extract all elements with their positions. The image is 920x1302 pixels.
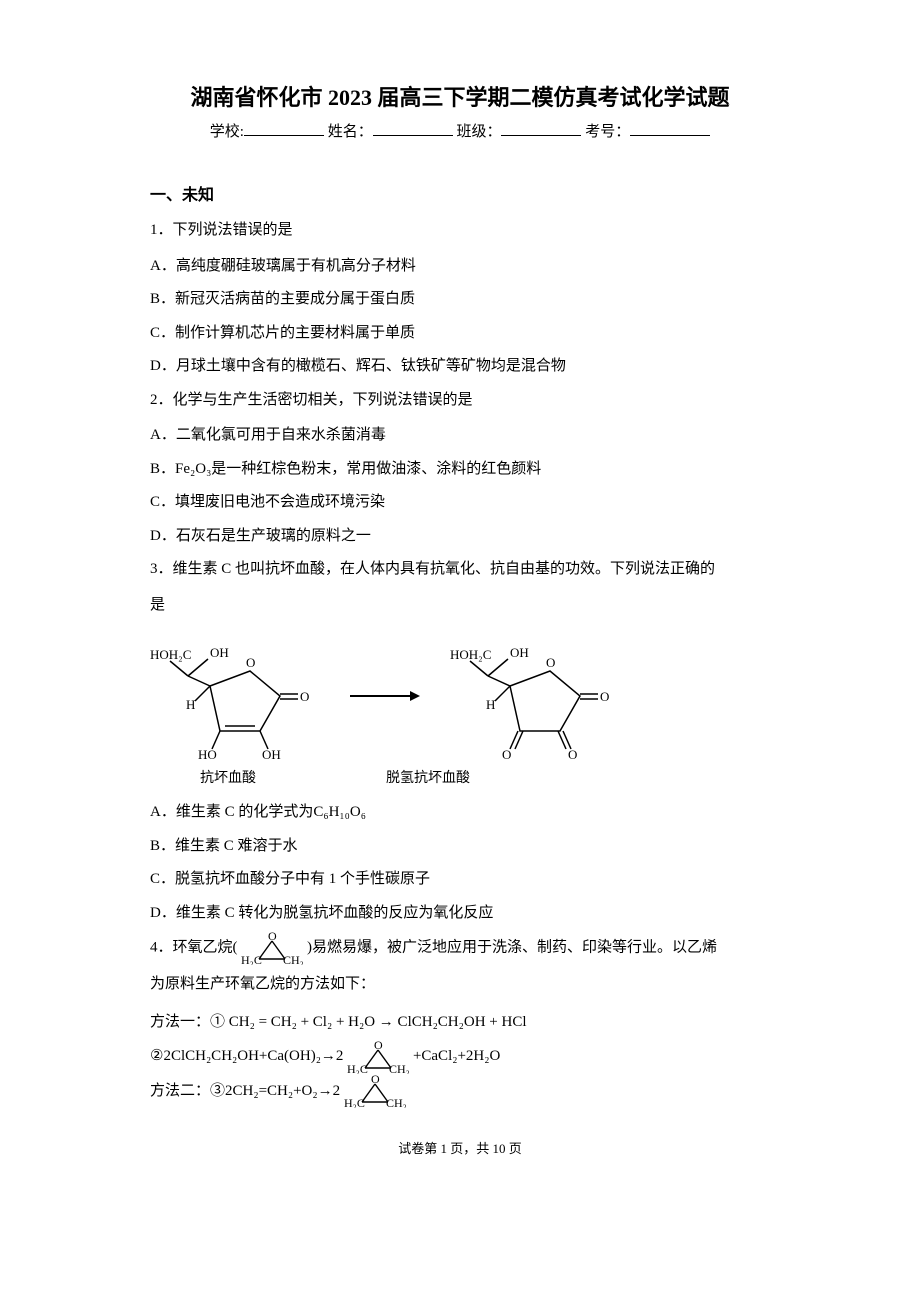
- section-heading: 一、未知: [150, 181, 770, 205]
- q3-opt-d: D．维生素 C 转化为脱氢抗坏血酸的反应为氧化反应: [150, 898, 770, 930]
- q3-opt-a: A．维生素 C 的化学式为C₆H₁₀O₆: [150, 797, 770, 829]
- ascorbic-acid-structure: HOH₂C OH H O O HO OH: [150, 631, 320, 761]
- q3-cap2: 脱氢抗坏血酸: [386, 767, 470, 787]
- blank-name: [373, 121, 453, 136]
- q4-m2-a: 方法二：③2CH₂=CH₂+O₂→2: [150, 1083, 340, 1099]
- reaction-arrow-icon: [350, 686, 420, 706]
- q3-cap1: 抗坏血酸: [200, 767, 256, 787]
- dehydroascorbic-acid-structure: HOH₂C OH H O O O O: [450, 631, 620, 761]
- svg-text:CH₂: CH₂: [386, 1096, 406, 1108]
- meta-school-label: 学校:: [210, 124, 244, 140]
- q1-opt-b: B．新冠灭活病苗的主要成分属于蛋白质: [150, 284, 770, 316]
- page-title: 湖南省怀化市 2023 届高三下学期二模仿真考试化学试题: [150, 80, 770, 112]
- svg-text:OH: OH: [262, 747, 281, 761]
- svg-text:H₂C: H₂C: [347, 1062, 368, 1074]
- svg-text:O: O: [546, 655, 555, 670]
- q2-opt-d: D．石灰石是生产玻璃的原料之一: [150, 521, 770, 553]
- svg-text:CH₂: CH₂: [389, 1062, 409, 1074]
- svg-text:H: H: [186, 697, 195, 712]
- ethylene-oxide-icon-3: O H₂C CH₂: [344, 1074, 406, 1108]
- blank-school: [244, 121, 324, 136]
- q3-captions: 抗坏血酸 脱氢抗坏血酸: [200, 767, 770, 787]
- q3-opt-b: B．维生素 C 难溶于水: [150, 831, 770, 863]
- q4-m1b-b: +CaCl₂+2H₂O: [413, 1048, 500, 1064]
- q4-m1b-a: ②2ClCH₂CH₂OH+Ca(OH)₂→2: [150, 1048, 343, 1064]
- q2-opt-a: A．二氧化氯可用于自来水杀菌消毒: [150, 420, 770, 452]
- svg-text:OH: OH: [210, 645, 229, 660]
- svg-text:O: O: [371, 1074, 380, 1086]
- svg-text:H₂C: H₂C: [241, 953, 262, 965]
- svg-text:CH₂: CH₂: [283, 953, 303, 965]
- q3-stem: 3．维生素 C 也叫抗坏血酸，在人体内具有抗氧化、抗自由基的功效。下列说法正确的: [150, 554, 770, 586]
- blank-id: [630, 121, 710, 136]
- q2-stem: 2．化学与生产生活密切相关，下列说法错误的是: [150, 385, 770, 417]
- svg-text:O: O: [502, 747, 511, 761]
- ethylene-oxide-icon-2: O H₂C CH₂: [347, 1040, 409, 1074]
- meta-line: 学校: 姓名： 班级： 考号：: [150, 120, 770, 141]
- q4-method1-line2: ②2ClCH₂CH₂OH+Ca(OH)₂→2 O H₂C CH₂ +CaCl₂+…: [150, 1039, 770, 1074]
- svg-text:O: O: [300, 689, 309, 704]
- q1-opt-d: D．月球土壤中含有的橄榄石、辉石、钛铁矿等矿物均是混合物: [150, 351, 770, 383]
- q3-opt-c: C．脱氢抗坏血酸分子中有 1 个手性碳原子: [150, 864, 770, 896]
- svg-text:H₂C: H₂C: [344, 1096, 365, 1108]
- svg-text:O: O: [568, 747, 577, 761]
- q3-structures: HOH₂C OH H O O HO OH: [150, 631, 770, 761]
- q2-opt-c: C．填埋废旧电池不会造成环境污染: [150, 487, 770, 519]
- q4-method2: 方法二：③2CH₂=CH₂+O₂→2 O H₂C CH₂: [150, 1074, 770, 1109]
- meta-name-label: 姓名：: [328, 124, 373, 140]
- svg-text:O: O: [268, 931, 277, 943]
- q4-method1-line1: 方法一：① CH₂ = CH₂ + Cl₂ + H₂O → ClCH₂CH₂OH…: [150, 1005, 770, 1040]
- meta-class-label: 班级：: [456, 124, 501, 140]
- q4-stem-a: 4．环氧乙烷(: [150, 939, 238, 955]
- svg-text:OH: OH: [510, 645, 529, 660]
- ethylene-oxide-icon: O H₂C CH₂: [241, 931, 303, 965]
- svg-text:H: H: [486, 697, 495, 712]
- svg-text:O: O: [246, 655, 255, 670]
- page-footer: 试卷第 1 页，共 10 页: [150, 1138, 770, 1157]
- svg-text:O: O: [374, 1040, 383, 1052]
- q4-stem: 4．环氧乙烷( O H₂C CH₂ )易燃易爆，被广泛地应用于洗涤、制药、印染等…: [150, 931, 770, 965]
- svg-text:HOH₂C: HOH₂C: [150, 647, 191, 662]
- q4-stem-c: 为原料生产环氧乙烷的方法如下：: [150, 969, 770, 1001]
- q1-opt-a: A．高纯度硼硅玻璃属于有机高分子材料: [150, 251, 770, 283]
- meta-id-label: 考号：: [585, 124, 630, 140]
- q4-stem-b: )易燃易爆，被广泛地应用于洗涤、制药、印染等行业。以乙烯: [307, 939, 717, 955]
- q1-stem: 1．下列说法错误的是: [150, 215, 770, 247]
- q3-stem2: 是: [150, 590, 770, 622]
- blank-class: [501, 121, 581, 136]
- q2-opt-b: B．Fe₂O₃是一种红棕色粉末，常用做油漆、涂料的红色颜料: [150, 454, 770, 486]
- svg-text:O: O: [600, 689, 609, 704]
- svg-text:HO: HO: [198, 747, 217, 761]
- svg-text:HOH₂C: HOH₂C: [450, 647, 491, 662]
- q1-opt-c: C．制作计算机芯片的主要材料属于单质: [150, 318, 770, 350]
